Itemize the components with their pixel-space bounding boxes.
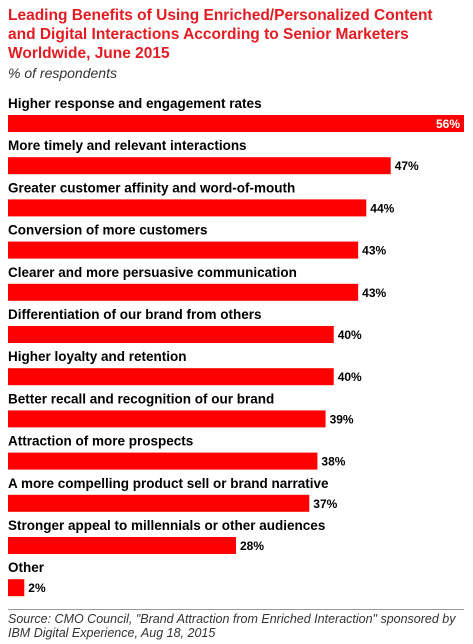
category-label: Higher response and engagement rates	[8, 96, 262, 111]
category-label: More timely and relevant interactions	[8, 138, 247, 153]
category-label: Conversion of more customers	[8, 223, 208, 238]
bar	[8, 368, 334, 386]
category-label: Attraction of more prospects	[8, 434, 193, 449]
bar	[8, 326, 334, 343]
value-label: 56%	[436, 117, 460, 131]
value-label: 39%	[330, 412, 354, 426]
bar-chart: Higher response and engagement rates 56% M…	[8, 96, 464, 597]
chart-subtitle: % of respondents	[8, 65, 117, 81]
category-label: Greater customer affinity and word-of-mo…	[8, 180, 295, 195]
value-label: 44%	[370, 201, 394, 215]
source-note: Source: CMO Council, "Brand Attraction f…	[8, 612, 456, 640]
value-label: 40%	[338, 370, 362, 384]
value-label: 2%	[28, 581, 46, 595]
value-label: 43%	[362, 244, 386, 258]
value-label: 37%	[313, 497, 337, 511]
category-label: Better recall and recognition of our bra…	[8, 391, 274, 406]
value-label: 28%	[240, 539, 264, 553]
category-label: Higher loyalty and retention	[8, 349, 187, 364]
value-label: 43%	[362, 286, 386, 300]
bar	[8, 410, 326, 428]
value-label: 38%	[321, 455, 345, 469]
category-label: Other	[8, 560, 45, 575]
bar	[8, 283, 359, 301]
source-divider	[8, 609, 464, 610]
bar	[8, 115, 464, 132]
bar	[8, 494, 310, 512]
bar	[8, 199, 367, 217]
category-label: A more compelling product sell or brand …	[8, 476, 329, 491]
bar	[8, 241, 359, 259]
category-label: Stronger appeal to millennials or other …	[8, 518, 325, 533]
category-label: Differentiation of our brand from others	[8, 307, 262, 322]
bar	[8, 579, 25, 597]
value-label: 47%	[395, 159, 419, 173]
bar	[8, 157, 391, 175]
bar	[8, 452, 318, 470]
value-label: 40%	[338, 328, 362, 342]
category-label: Clearer and more persuasive communicatio…	[8, 265, 297, 280]
chart-title: Leading Benefits of Using Enriched/Perso…	[8, 7, 433, 62]
bar	[8, 537, 236, 554]
